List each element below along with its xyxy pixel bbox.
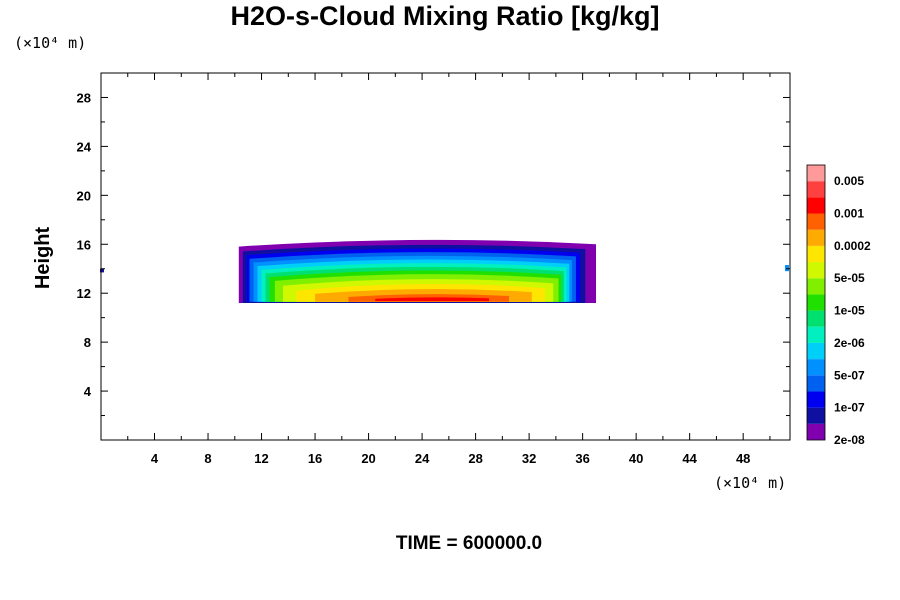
colorbar-swatch xyxy=(807,375,825,392)
y-tick-label: 8 xyxy=(84,335,91,350)
y-axis: 4 8 12 16 20 24 28 xyxy=(77,90,790,417)
chart-title: H2O-s-Cloud Mixing Ratio [kg/kg] xyxy=(231,1,660,31)
edge-cloud-0 xyxy=(100,268,104,273)
y-tick-label: 24 xyxy=(77,139,92,154)
y-tick-label: 16 xyxy=(77,237,91,252)
colorbar-label: 0.0002 xyxy=(834,239,871,253)
colorbar-swatch xyxy=(807,391,825,408)
plot-area xyxy=(100,239,789,303)
colorbar-swatch xyxy=(807,294,825,311)
colorbar-swatch xyxy=(807,165,825,182)
x-tick-label: 12 xyxy=(254,451,268,466)
plot-frame xyxy=(100,72,791,441)
colorbar-label: 0.005 xyxy=(834,174,864,188)
x-tick-label: 36 xyxy=(575,451,589,466)
x-axis: 4 8 12 16 20 24 28 32 36 40 44 48 xyxy=(127,73,771,466)
colorbar-swatch xyxy=(807,245,825,263)
y-tick-label: 28 xyxy=(77,90,91,105)
y-unit-label: (×10⁴ m) xyxy=(14,34,86,52)
colorbar-label: 5e-05 xyxy=(834,271,865,285)
x-tick-label: 40 xyxy=(629,451,643,466)
colorbar-swatch xyxy=(807,213,825,230)
colorbar-swatch xyxy=(807,407,825,424)
colorbar-label: 2e-06 xyxy=(834,336,865,350)
colorbar-label: 0.001 xyxy=(834,207,864,221)
y-axis-label: Height xyxy=(32,227,54,290)
x-tick-label: 44 xyxy=(682,451,697,466)
x-tick-label: 4 xyxy=(151,451,159,466)
x-tick-label: 32 xyxy=(522,451,536,466)
colorbar-label: 2e-08 xyxy=(834,433,865,447)
colorbar: 0.005 0.001 0.0002 5e-05 1e-05 2e-06 5e-07 1e-0… xyxy=(806,164,871,447)
x-tick-label: 20 xyxy=(361,451,375,466)
x-tick-label: 28 xyxy=(468,451,482,466)
colorbar-swatch xyxy=(807,359,825,376)
time-label: TIME = 600000.0 xyxy=(396,533,542,554)
y-tick-label: 4 xyxy=(84,384,92,399)
colorbar-swatch xyxy=(807,326,825,343)
colorbar-swatch xyxy=(807,181,825,198)
colorbar-swatch xyxy=(807,262,825,279)
colorbar-swatch xyxy=(807,423,825,440)
edge-cloud-1 xyxy=(784,265,789,272)
y-tick-label: 12 xyxy=(77,286,91,301)
colorbar-label: 1e-05 xyxy=(834,304,865,318)
x-tick-label: 24 xyxy=(415,451,430,466)
y-tick-label: 20 xyxy=(77,188,91,203)
colorbar-swatch xyxy=(807,197,825,214)
x-tick-label: 48 xyxy=(736,451,750,466)
x-tick-label: 8 xyxy=(204,451,211,466)
colorbar-swatch xyxy=(807,229,825,246)
colorbar-label: 1e-07 xyxy=(834,401,865,415)
colorbar-swatch xyxy=(807,278,825,295)
x-unit-label: (×10⁴ m) xyxy=(714,474,786,492)
colorbar-label: 5e-07 xyxy=(834,368,865,382)
cloud-band-14 xyxy=(375,297,489,302)
colorbar-swatch xyxy=(807,342,825,360)
colorbar-frame xyxy=(806,164,826,441)
colorbar-swatch xyxy=(807,310,825,327)
x-tick-label: 16 xyxy=(308,451,322,466)
